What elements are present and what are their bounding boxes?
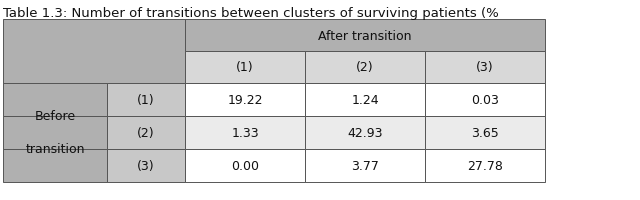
Text: 0.00: 0.00	[231, 159, 259, 172]
Text: 1.33: 1.33	[231, 126, 259, 139]
Bar	[107, 84, 185, 116]
Text: 3.77: 3.77	[351, 159, 379, 172]
Bar	[3, 116, 107, 149]
Text: Before: Before	[35, 110, 76, 123]
Bar	[425, 84, 545, 116]
Text: (1): (1)	[137, 94, 155, 106]
Bar	[305, 52, 425, 84]
Text: (1): (1)	[236, 61, 254, 74]
Bar	[305, 149, 425, 182]
Text: (2): (2)	[356, 61, 374, 74]
Text: 0.03: 0.03	[471, 94, 499, 106]
Text: (2): (2)	[137, 126, 155, 139]
Text: transition: transition	[25, 143, 84, 156]
Bar	[185, 20, 545, 52]
Text: 3.65: 3.65	[471, 126, 499, 139]
Text: 27.78: 27.78	[467, 159, 503, 172]
Bar	[425, 149, 545, 182]
Bar	[107, 149, 185, 182]
Text: After transition: After transition	[318, 29, 412, 42]
Bar	[185, 52, 305, 84]
Bar	[3, 149, 107, 182]
Bar	[425, 52, 545, 84]
Bar	[3, 20, 185, 84]
Text: 1.24: 1.24	[351, 94, 379, 106]
Text: (3): (3)	[137, 159, 155, 172]
Text: Table 1.3: Number of transitions between clusters of surviving patients (%: Table 1.3: Number of transitions between…	[3, 6, 499, 19]
Text: 19.22: 19.22	[227, 94, 263, 106]
Bar	[185, 116, 305, 149]
Bar	[305, 84, 425, 116]
Bar	[185, 84, 305, 116]
Bar	[3, 84, 107, 116]
Text: 42.93: 42.93	[348, 126, 383, 139]
Bar	[305, 116, 425, 149]
Bar	[185, 149, 305, 182]
Text: (3): (3)	[476, 61, 494, 74]
Bar	[107, 116, 185, 149]
Bar	[425, 116, 545, 149]
